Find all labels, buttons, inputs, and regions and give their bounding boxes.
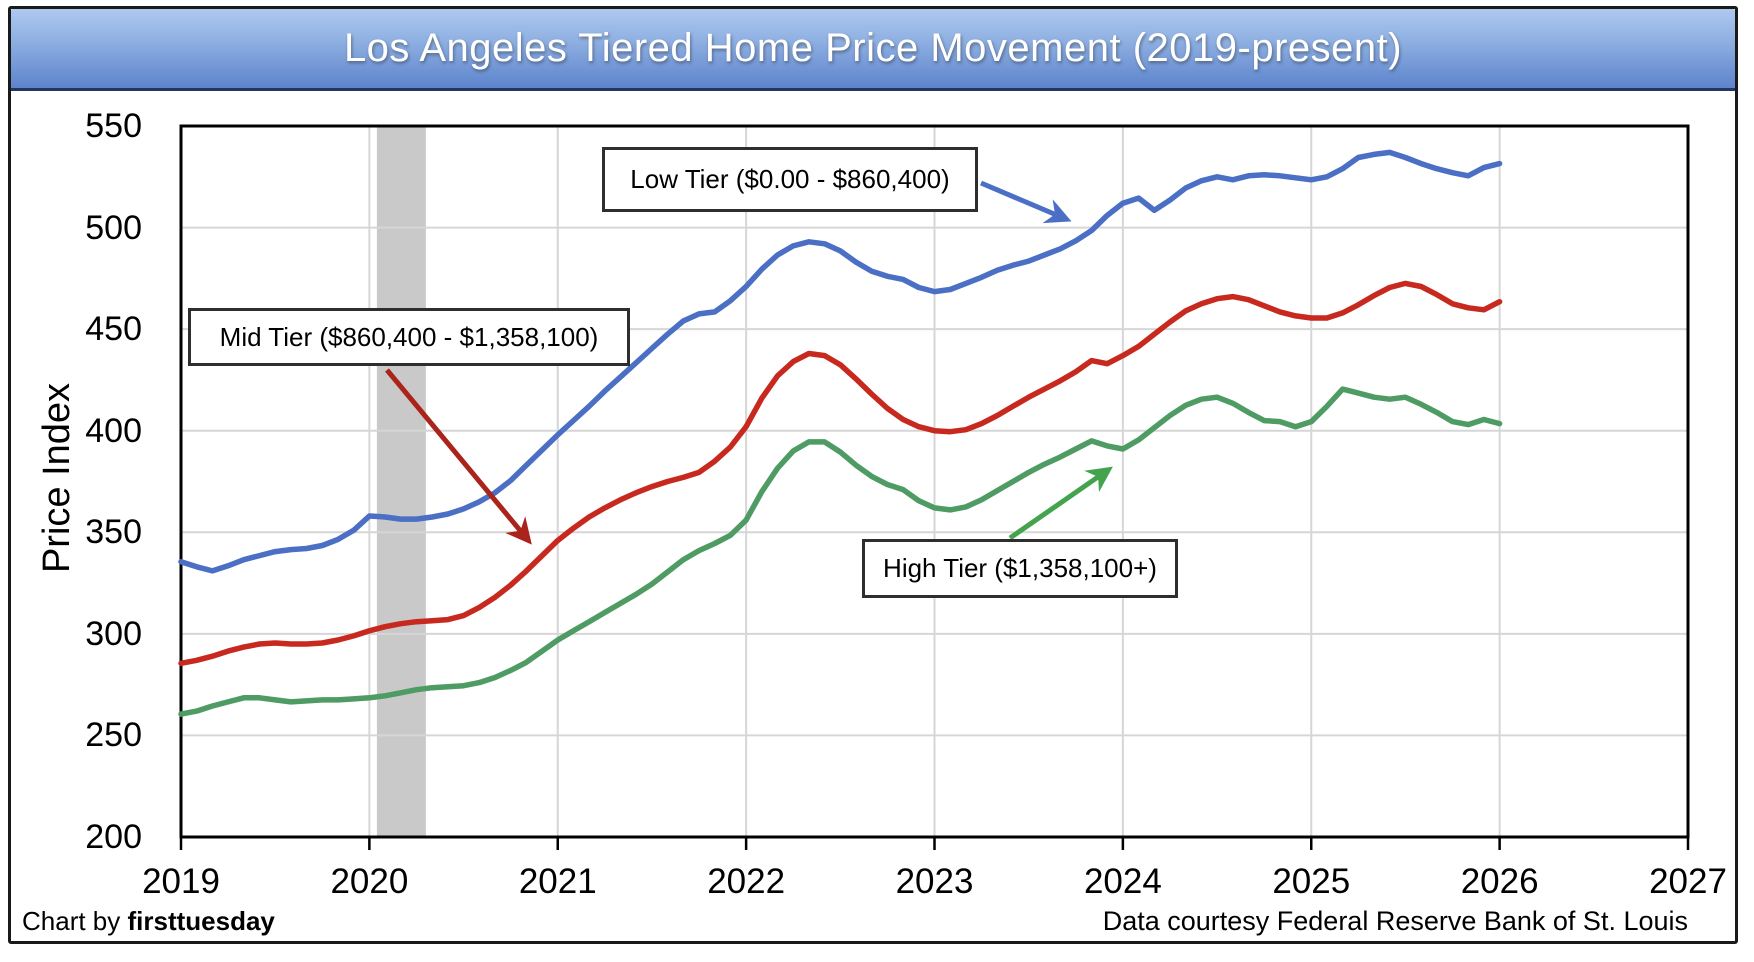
annotation-low-tier-label: Low Tier ($0.00 - $860,400) [630, 164, 950, 194]
annotation-mid-tier-label: Mid Tier ($860,400 - $1,358,100) [219, 321, 599, 352]
footer-data-source: Data courtesy Federal Reserve Bank of St… [1102, 906, 1688, 936]
x-tick-label: 2021 [518, 862, 597, 901]
annotation-mid-tier: Mid Tier ($860,400 - $1,358,100) [188, 308, 630, 366]
y-tick-label: 350 [85, 513, 142, 552]
y-tick-label: 550 [85, 107, 142, 145]
y-tick-label: 450 [85, 310, 142, 349]
x-tick-label: 2024 [1083, 862, 1162, 901]
annotation-high-tier-label: High Tier ($1,358,100+) [883, 553, 1157, 583]
y-tick-label: 300 [85, 614, 142, 653]
y-axis-title: Price Index [36, 382, 78, 574]
footer-credit: Chart by firsttuesday [22, 906, 275, 937]
x-tick-label: 2025 [1272, 862, 1351, 901]
annotation-low-tier: Low Tier ($0.00 - $860,400) [602, 147, 978, 212]
x-tick-label: 2026 [1460, 862, 1539, 901]
x-tick-label: 2027 [1649, 862, 1727, 901]
x-tick-label: 2019 [142, 862, 220, 901]
y-tick-label: 500 [85, 208, 142, 247]
annotation-high-tier: High Tier ($1,358,100+) [862, 539, 1178, 598]
x-tick-label: 2023 [895, 862, 974, 901]
x-tick-label: 2022 [707, 862, 786, 901]
footer-credit-prefix: Chart by [22, 906, 128, 936]
y-tick-label: 200 [85, 818, 142, 856]
x-tick-label: 2020 [330, 862, 409, 901]
chart-title: Los Angeles Tiered Home Price Movement (… [343, 26, 1403, 70]
y-tick-label: 400 [85, 411, 142, 450]
y-tick-label: 250 [85, 716, 142, 755]
chart-title-bar: Los Angeles Tiered Home Price Movement (… [11, 9, 1735, 91]
footer-credit-brand: firsttuesday [127, 906, 275, 936]
